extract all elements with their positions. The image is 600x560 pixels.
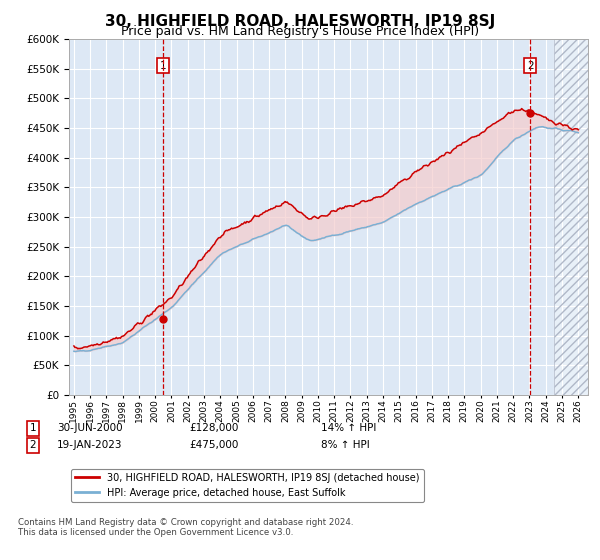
Text: £475,000: £475,000 [189, 440, 238, 450]
Text: 2: 2 [527, 61, 533, 71]
Text: 30, HIGHFIELD ROAD, HALESWORTH, IP19 8SJ: 30, HIGHFIELD ROAD, HALESWORTH, IP19 8SJ [105, 14, 495, 29]
Text: 2: 2 [29, 440, 37, 450]
Text: £128,000: £128,000 [189, 423, 238, 433]
Text: 8% ↑ HPI: 8% ↑ HPI [321, 440, 370, 450]
Text: 30-JUN-2000: 30-JUN-2000 [57, 423, 122, 433]
Text: Contains HM Land Registry data © Crown copyright and database right 2024.
This d: Contains HM Land Registry data © Crown c… [18, 518, 353, 538]
Text: 19-JAN-2023: 19-JAN-2023 [57, 440, 122, 450]
Text: 1: 1 [29, 423, 37, 433]
Text: 1: 1 [160, 61, 167, 71]
Legend: 30, HIGHFIELD ROAD, HALESWORTH, IP19 8SJ (detached house), HPI: Average price, d: 30, HIGHFIELD ROAD, HALESWORTH, IP19 8SJ… [71, 469, 424, 502]
Text: 14% ↑ HPI: 14% ↑ HPI [321, 423, 376, 433]
Text: Price paid vs. HM Land Registry's House Price Index (HPI): Price paid vs. HM Land Registry's House … [121, 25, 479, 38]
